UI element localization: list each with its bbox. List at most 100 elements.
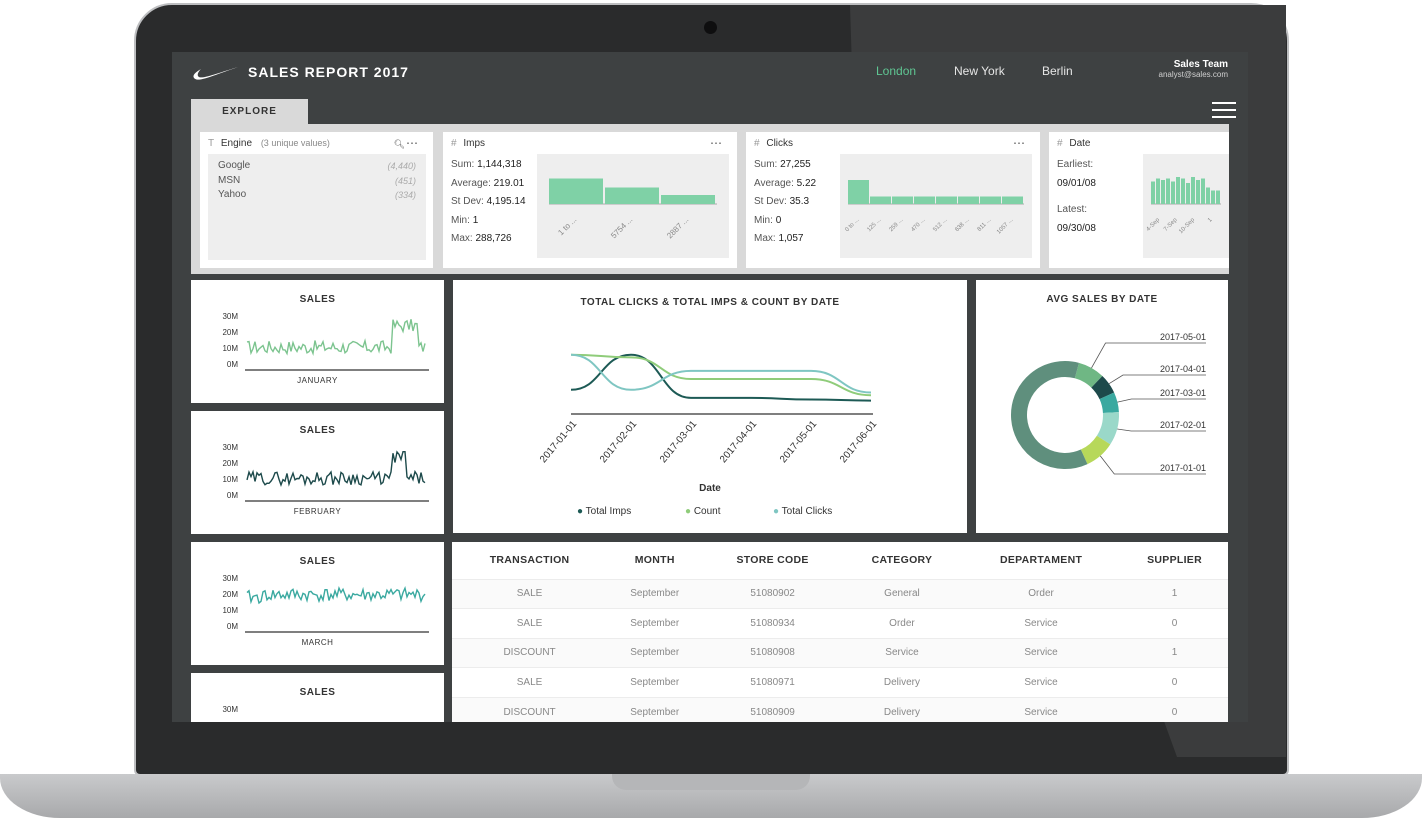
y-tick-label: 20M [222, 328, 238, 337]
table-row[interactable]: DISCOUNT September 51080909 Delivery Service… [452, 696, 1228, 722]
column-header[interactable]: DEPARTAMENT [999, 554, 1083, 567]
column-header[interactable]: TRANSACTION [489, 554, 570, 567]
legend-label: Count [693, 506, 721, 517]
engine-card[interactable]: T Engine (3 unique values) 🔍︎ ⋯ Google (… [200, 132, 433, 268]
column-header[interactable]: SUPPLIER [1147, 554, 1202, 567]
list-item[interactable]: MSN (451) [218, 174, 416, 189]
sales-series-line [246, 319, 426, 356]
table-header-row: TRANSACTION MONTH STORE CODE CATEGORY DE… [452, 542, 1228, 579]
table-cell: Service [961, 696, 1122, 722]
city-tab-berlin[interactable]: Berlin [1042, 64, 1073, 78]
histogram-bar [1206, 187, 1210, 204]
histogram-bar [958, 196, 979, 204]
legend-item-total-clicks[interactable]: ● Total Clicks [773, 506, 832, 517]
y-tick-label: 10M [222, 344, 238, 353]
city-tab-london[interactable]: London [876, 64, 917, 78]
camera-icon [704, 21, 717, 34]
table-cell: 0 [1121, 667, 1228, 698]
stat-min: 1 [472, 214, 479, 226]
donut-leader-line [1117, 428, 1206, 432]
engine-count: (451) [394, 175, 416, 186]
histogram-bar [1181, 178, 1185, 204]
more-options-icon[interactable]: ⋯ [1013, 136, 1026, 150]
imps-card-header: # Imps [451, 138, 485, 149]
x-tick-label: 2017-05-01 [778, 419, 820, 466]
histogram-bar [549, 178, 603, 204]
table-row[interactable]: DISCOUNT September 51080908 Service Service 1 [452, 637, 1228, 668]
x-tick-label: 2017-03-01 [658, 419, 700, 466]
stat-min: 0 [775, 214, 782, 226]
chart-title: AVG SALES BY DATE [1046, 294, 1158, 305]
column-header[interactable]: STORE CODE [736, 554, 809, 567]
stat-label: Min: [451, 214, 470, 226]
histogram-bar [1216, 190, 1220, 204]
table-row[interactable]: SALE September 51080902 General Order 1 [452, 578, 1228, 609]
engine-value-list: Google (4,440) MSN (451) Yahoo (334) [208, 154, 426, 260]
histogram-bar [1002, 196, 1023, 204]
donut-chart-panel[interactable]: AVG SALES BY DATE 2017-05-01 2017-04-01 20… [976, 280, 1228, 533]
donut-leader-line [1099, 455, 1206, 475]
donut-slice [1080, 435, 1111, 465]
table-cell: Service [961, 667, 1122, 698]
table-row[interactable]: SALE September 51080971 Delivery Service 0 [452, 667, 1228, 698]
table-cell: SALE [452, 608, 608, 639]
histogram-bar [661, 195, 715, 204]
histogram-bar [914, 196, 935, 204]
sales-card-april[interactable]: SALES 30M [191, 673, 444, 722]
date-card-header: # Date [1057, 138, 1090, 149]
histogram-bar [1156, 178, 1160, 204]
column-header[interactable]: MONTH [634, 554, 675, 567]
legend-item-count[interactable]: ● Count [685, 506, 721, 517]
sales-card-title: SALES [299, 425, 336, 436]
histogram-tick-label: 125 ... [866, 217, 882, 233]
stat-stdev: 4,195.14 [486, 196, 526, 207]
line-chart-panel[interactable]: TOTAL CLICKS & TOTAL IMPS & COUNT BY DAT… [453, 280, 967, 533]
donut-leader-line [1117, 398, 1206, 403]
menu-icon[interactable] [1212, 102, 1236, 118]
clicks-label: Clicks [766, 138, 794, 149]
clicks-card[interactable]: # Clicks ⋯ Sum: 27,255 Average: 5.22 St … [746, 132, 1040, 268]
table-cell: General [842, 578, 962, 609]
earliest-label: Earliest: [1057, 159, 1094, 170]
imps-card[interactable]: # Imps ⋯ Sum: 1,144,318 Average: 219.01 … [443, 132, 737, 268]
sales-card-january[interactable]: SALES 30M 20M 10M 0M JANUARY [191, 280, 444, 403]
sales-card-title: SALES [299, 556, 336, 567]
table-cell: Order [961, 578, 1122, 609]
sales-sparkline: 30M [222, 705, 238, 714]
sales-card-march[interactable]: SALES 30M 20M 10M 0M MARCH [191, 542, 444, 665]
y-tick-label: 10M [222, 606, 238, 615]
search-icon[interactable]: 🔍︎ [393, 139, 405, 149]
donut-chart: 2017-05-01 2017-04-01 2017-03-01 2017-02-01… [1011, 332, 1206, 475]
x-axis-label: Date [699, 483, 721, 494]
stat-label: Max: [451, 233, 473, 244]
y-tick-label: 0M [227, 491, 238, 500]
chart-title: TOTAL CLICKS & TOTAL IMPS & COUNT BY DAT… [580, 297, 840, 308]
clicks-histogram: 0 to ... 125 ... 259 ... 470 ... 512 ... 638 … [840, 154, 1032, 258]
list-item[interactable]: Yahoo (334) [218, 188, 416, 203]
histogram-tick-label: 7-Sep [1163, 217, 1179, 233]
city-tab-new-york[interactable]: New York [954, 64, 1005, 78]
table-row[interactable]: SALE September 51080934 Order Service 0 [452, 608, 1228, 639]
team-name: Sales Team [1173, 59, 1228, 70]
more-options-icon[interactable]: ⋯ [710, 136, 723, 150]
legend-item-total-imps[interactable]: ● Total Imps [577, 506, 631, 517]
tab-explore[interactable]: EXPLORE [191, 99, 308, 125]
donut-slice [1091, 376, 1115, 400]
column-header[interactable]: CATEGORY [871, 554, 933, 567]
y-tick-label: 30M [222, 443, 238, 452]
user-info[interactable]: Sales Team analyst@sales.com [1159, 59, 1228, 79]
histogram-tick-label: 259 ... [888, 217, 904, 233]
date-card[interactable]: # Date Earliest: 09/01/08 Latest: 09/30/… [1049, 132, 1229, 268]
y-tick-label: 20M [222, 590, 238, 599]
more-options-icon[interactable]: ⋯ [406, 136, 419, 150]
sales-sparkline: 30M 20M 10M 0M [222, 574, 429, 633]
list-item[interactable]: Google (4,440) [218, 159, 416, 174]
engine-count: (334) [394, 190, 416, 200]
sales-card-february[interactable]: SALES 30M 20M 10M 0M FEBRUARY [191, 411, 444, 534]
date-label: Date [1069, 138, 1091, 149]
donut-leader-line [1108, 374, 1206, 385]
histogram-bar [1186, 183, 1190, 204]
y-tick-label: 30M [222, 312, 238, 321]
histogram-bar [1196, 180, 1200, 204]
table-cell: 1 [1121, 637, 1228, 668]
